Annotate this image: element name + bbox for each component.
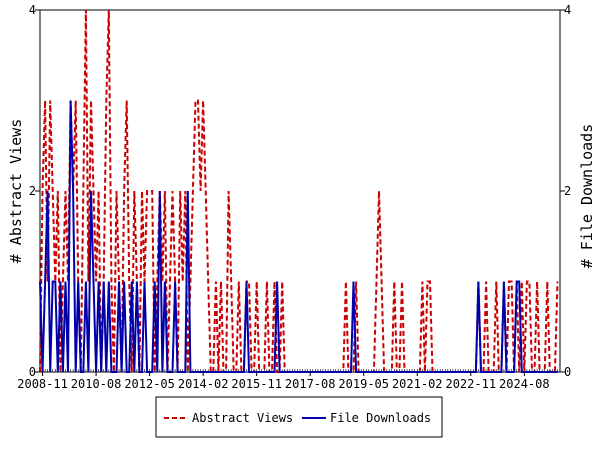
- right-axis-title: # File Downloads: [578, 124, 596, 269]
- x-tick-label: 2010-08: [71, 377, 122, 391]
- x-tick-label: 2012-05: [124, 377, 175, 391]
- y-right-tick-label: 2: [564, 184, 571, 198]
- legend-box: [155, 396, 443, 438]
- x-tick-label: 2017-08: [285, 377, 336, 391]
- y-left-tick-label: 0: [29, 365, 36, 379]
- left-axis-ticks: 0 2 4: [29, 3, 40, 379]
- x-tick-label: 2024-08: [499, 377, 550, 391]
- y-left-tick-label: 2: [29, 184, 36, 198]
- x-tick-label: 2022-11: [445, 377, 496, 391]
- legend-label-file-downloads: File Downloads: [330, 411, 431, 425]
- x-tick-label: 2014-02: [178, 377, 229, 391]
- x-tick-label: 2019-05: [338, 377, 389, 391]
- y-right-tick-label: 4: [564, 3, 571, 17]
- legend: Abstract Views File Downloads: [155, 396, 443, 438]
- x-tick-label: 2015-11: [231, 377, 282, 391]
- y-right-tick-label: 0: [564, 365, 571, 379]
- x-axis-ticks: 2008-11 2010-08 2012-05 2014-02 2015-11 2017-…: [17, 372, 550, 391]
- left-axis-title: # Abstract Views: [7, 119, 25, 264]
- y-left-tick-label: 4: [29, 3, 36, 17]
- x-tick-label: 2021-02: [392, 377, 443, 391]
- x-tick-label: 2008-11: [17, 377, 68, 391]
- plot-area-border: [39, 9, 561, 373]
- legend-label-abstract-views: Abstract Views: [192, 411, 293, 425]
- right-axis-ticks: 0 2 4: [560, 3, 571, 379]
